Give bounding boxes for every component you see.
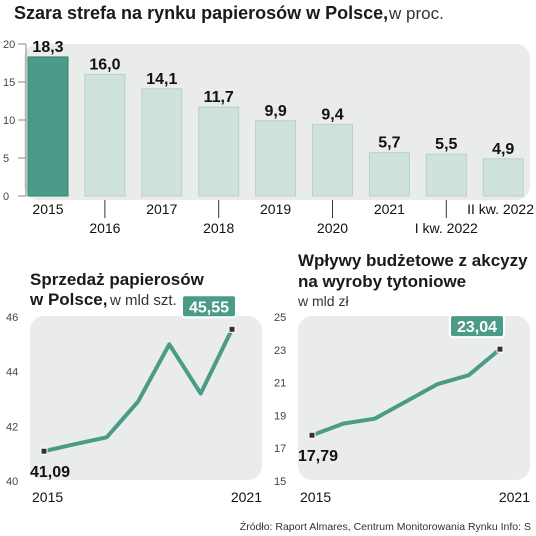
bar-category-label: 2020 (317, 220, 348, 236)
bar-value-label: 4,9 (492, 141, 514, 158)
line-point (40, 447, 48, 455)
line1-title-line2: w Polsce, (29, 290, 107, 309)
bar-y-tick-label: 10 (3, 115, 15, 127)
line-point (228, 325, 236, 333)
bar-value-label: 5,7 (378, 135, 400, 152)
bar-chart-y-axis: 0 5 10 15 20 (3, 39, 27, 203)
bar-category-label: II kw. 2022 (467, 201, 534, 217)
line-end-label-box (449, 314, 505, 339)
bar-y-tick-label: 0 (3, 191, 9, 203)
bar-category-label: 2021 (374, 201, 405, 217)
line-x-label-end: 2021 (499, 489, 530, 505)
bar-y-tick-label: 20 (3, 39, 15, 51)
line-end-label: 45,55 (189, 299, 229, 316)
line2-chart: 15 17 19 21 23 25 17,79 23,04 2015 2021 (274, 312, 530, 505)
bar-category-label: 2018 (203, 220, 234, 236)
line-end-label-box (181, 294, 237, 319)
line-y-tick-label: 21 (274, 378, 286, 390)
bar-value-label: 9,4 (321, 107, 343, 124)
bar-chart-bars: 18,3 16,0 14,1 11,7 9,9 9,4 5,7 5,5 4,9 (27, 39, 524, 197)
bar-chart-categories: 2015 2016 2017 2018 2019 2020 2021 I kw. 2022 II… (32, 200, 534, 236)
line-x-label-end: 2021 (231, 489, 262, 505)
bar (198, 106, 240, 197)
bar-chart-unit: w proc. (388, 4, 444, 23)
line-point (496, 345, 504, 353)
bar-category-label: 2016 (89, 220, 120, 236)
line1-title-line1: Sprzedaż papierosów (30, 270, 205, 289)
line-y-tick-label: 46 (6, 312, 18, 324)
source-note: Źródło: Raport Almares, Centrum Monitoro… (240, 520, 531, 533)
bar-y-tick-label: 15 (3, 77, 15, 89)
bar-value-label: 5,5 (435, 136, 457, 153)
line-y-tick-label: 19 (274, 410, 286, 422)
line2-title-line1: Wpływy budżetowe z akcyzy (298, 251, 528, 270)
line-point (308, 431, 316, 439)
line-y-tick-label: 40 (6, 476, 18, 488)
line-y-tick-label: 44 (6, 367, 18, 379)
bar (141, 88, 183, 197)
bar (425, 153, 467, 197)
line1-panel (30, 316, 262, 480)
bar (84, 73, 126, 197)
line-end-label: 23,04 (457, 319, 497, 336)
bar (482, 158, 524, 197)
bar-chart-title: Szara strefa na rynku papierosów w Polsc… (14, 3, 388, 23)
line2-title-line2: na wyroby tytoniowe (298, 272, 466, 291)
bar (255, 120, 297, 197)
line1-chart: 40 42 44 46 41,09 45,55 2015 2021 (6, 294, 262, 505)
bar (368, 152, 410, 197)
bar-y-tick-label: 5 (3, 153, 9, 165)
bar-category-label: I kw. 2022 (415, 220, 478, 236)
bar-category-label: 2019 (260, 201, 291, 217)
bar-category-label: 2017 (146, 201, 177, 217)
bar (27, 56, 69, 197)
line-y-tick-label: 42 (6, 421, 18, 433)
bar-value-label: 16,0 (89, 56, 120, 73)
bar-value-label: 18,3 (32, 39, 63, 56)
line-y-tick-label: 17 (274, 443, 286, 455)
line2-title-unit: w mld zł (297, 293, 349, 309)
line1-title-unit: w mld szt. (109, 292, 177, 309)
line-y-tick-label: 23 (274, 345, 286, 357)
line-start-label: 41,09 (30, 464, 70, 481)
line-start-label: 17,79 (298, 448, 338, 465)
line-x-label-start: 2015 (300, 489, 331, 505)
bar-value-label: 9,9 (264, 103, 286, 120)
line-x-label-start: 2015 (32, 489, 63, 505)
bar-category-label: 2015 (32, 201, 63, 217)
line-y-tick-label: 15 (274, 476, 286, 488)
bar-value-label: 11,7 (204, 89, 234, 106)
bar-value-label: 14,1 (146, 71, 177, 88)
line-y-tick-label: 25 (274, 312, 286, 324)
bar (312, 124, 353, 197)
